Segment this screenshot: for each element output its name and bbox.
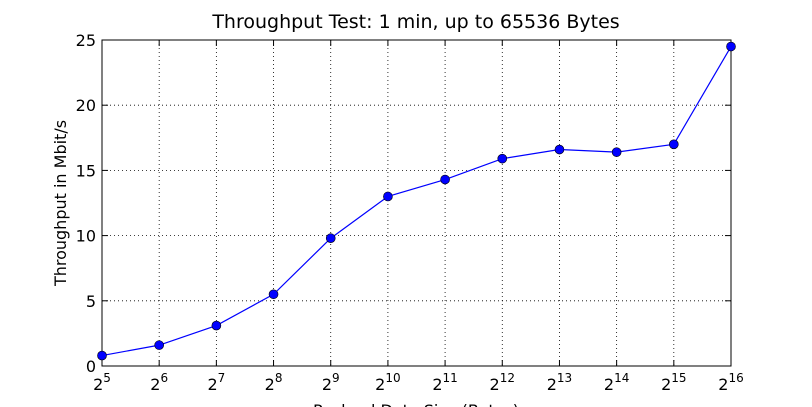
y-tick-label: 20 bbox=[76, 96, 96, 115]
y-tick-label: 5 bbox=[86, 292, 96, 311]
y-tick-label: 0 bbox=[86, 357, 96, 376]
plot-frame bbox=[101, 39, 732, 367]
point bbox=[554, 144, 565, 155]
chart-title: Throughput Test: 1 min, up to 65536 Byte… bbox=[211, 11, 619, 33]
y-tick-label: 15 bbox=[76, 161, 96, 180]
x-tick-label: 28 bbox=[265, 371, 283, 394]
x-tick-label: 216 bbox=[718, 371, 743, 394]
point bbox=[97, 350, 107, 361]
point bbox=[268, 289, 279, 300]
y-axis-label: Throughput in Mbit/s bbox=[51, 120, 70, 287]
y-tick-label: 10 bbox=[76, 227, 96, 246]
x-tick-label: 210 bbox=[375, 371, 400, 394]
point bbox=[497, 153, 508, 164]
x-tick-label: 25 bbox=[93, 371, 111, 394]
point bbox=[669, 139, 679, 150]
x-tick-label: 212 bbox=[490, 371, 515, 394]
x-tick-label: 215 bbox=[661, 371, 686, 394]
x-axis-label: Payload Data Size (Bytes) bbox=[313, 401, 519, 407]
x-tick-label: 26 bbox=[150, 371, 168, 394]
point bbox=[325, 233, 336, 244]
point bbox=[154, 340, 164, 350]
x-tick-label: 29 bbox=[322, 371, 340, 394]
x-tick-label: 213 bbox=[547, 371, 572, 394]
x-tick-label: 27 bbox=[207, 371, 225, 394]
point bbox=[726, 41, 736, 52]
line bbox=[101, 46, 732, 357]
y-tick-label: 25 bbox=[76, 31, 96, 50]
x-tick-label: 214 bbox=[604, 371, 629, 394]
point bbox=[611, 147, 622, 157]
point bbox=[383, 191, 393, 202]
point bbox=[211, 320, 222, 331]
point bbox=[440, 174, 450, 185]
x-tick-label: 211 bbox=[432, 371, 457, 394]
